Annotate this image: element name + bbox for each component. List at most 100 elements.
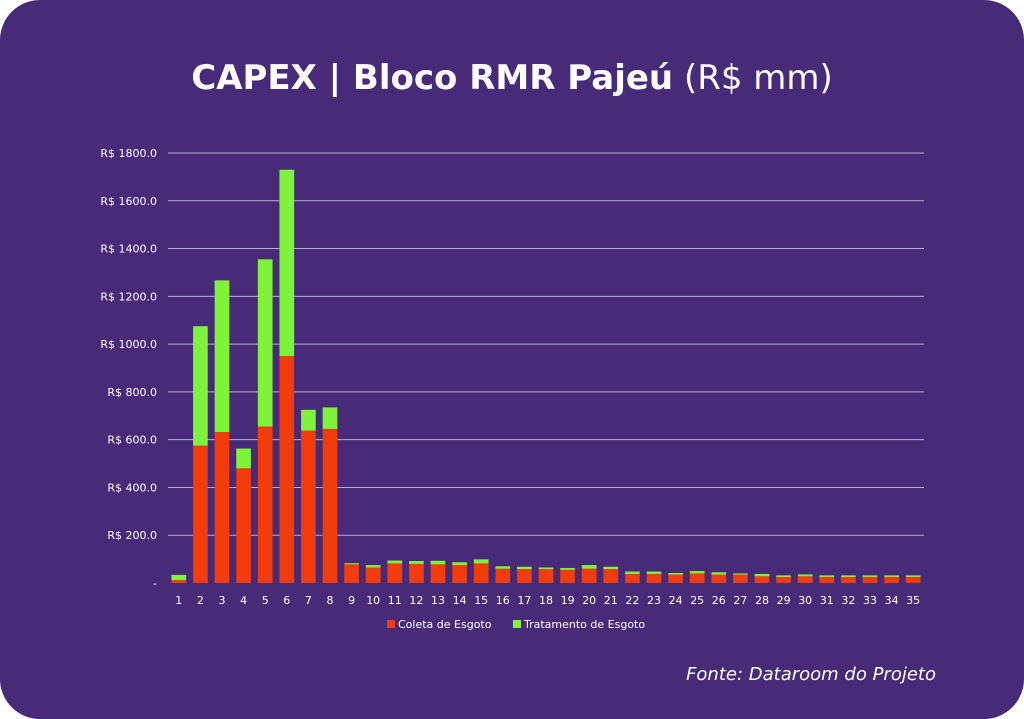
y-tick-label: R$ 1000.0 bbox=[100, 338, 157, 351]
y-tick-label: R$ 400.0 bbox=[107, 481, 157, 494]
bar-tratamento bbox=[344, 563, 359, 565]
bar-coleta bbox=[884, 577, 899, 583]
y-tick-label: R$ 1200.0 bbox=[100, 290, 157, 303]
bar-coleta bbox=[625, 573, 640, 583]
bar-coleta bbox=[495, 568, 511, 583]
x-tick-label: 15 bbox=[474, 594, 488, 607]
x-tick-label: 14 bbox=[453, 594, 467, 607]
chart-title-unit: (R$ mm) bbox=[683, 58, 833, 98]
x-tick-label: 6 bbox=[283, 594, 290, 607]
x-tick-label: 13 bbox=[431, 594, 445, 607]
bar-coleta bbox=[581, 568, 597, 583]
bar-coleta bbox=[733, 574, 748, 583]
y-tick-label: R$ 1400.0 bbox=[100, 243, 157, 256]
x-tick-label: 35 bbox=[906, 594, 920, 607]
bar-tratamento bbox=[387, 560, 403, 564]
bar-coleta bbox=[711, 574, 727, 583]
legend-swatch bbox=[387, 620, 395, 628]
x-tick-label: 12 bbox=[409, 594, 423, 607]
x-tick-label: 7 bbox=[305, 594, 312, 607]
bar-tratamento bbox=[711, 572, 727, 575]
bar-tratamento bbox=[646, 571, 662, 574]
y-tick-label: R$ 1600.0 bbox=[100, 195, 157, 208]
bar-tratamento bbox=[538, 567, 554, 570]
bar-tratamento bbox=[193, 326, 208, 446]
chart-title-main: CAPEX | Bloco RMR Pajeú bbox=[191, 58, 674, 98]
bar-coleta bbox=[689, 573, 705, 583]
legend-swatch bbox=[513, 620, 521, 628]
bar-tratamento bbox=[776, 575, 791, 578]
x-tick-label: 30 bbox=[798, 594, 812, 607]
bar-tratamento bbox=[862, 575, 878, 578]
bar-tratamento bbox=[409, 561, 424, 564]
bar-tratamento bbox=[733, 573, 748, 575]
y-tick-label: - bbox=[153, 577, 157, 590]
bar-coleta bbox=[754, 576, 770, 583]
bar-coleta bbox=[452, 565, 467, 583]
bar-coleta bbox=[279, 356, 295, 583]
bar-tratamento bbox=[797, 574, 813, 577]
bar-tratamento bbox=[560, 567, 575, 570]
bar-tratamento bbox=[884, 575, 899, 578]
x-tick-label: 1 bbox=[175, 594, 182, 607]
bar-coleta bbox=[517, 569, 532, 583]
y-tick-label: R$ 200.0 bbox=[107, 529, 157, 542]
bar-tratamento bbox=[603, 566, 619, 570]
bar-coleta bbox=[862, 577, 878, 583]
bar-tratamento bbox=[452, 562, 467, 566]
bar-coleta bbox=[257, 426, 273, 583]
bar-coleta bbox=[322, 428, 338, 583]
bar-coleta bbox=[430, 564, 446, 583]
bar-coleta bbox=[171, 580, 187, 583]
bar-coleta bbox=[905, 577, 921, 583]
bar-tratamento bbox=[689, 571, 705, 574]
bar-coleta bbox=[603, 569, 619, 583]
bar-tratamento bbox=[473, 559, 489, 564]
bar-coleta bbox=[365, 567, 381, 583]
x-tick-label: 21 bbox=[604, 594, 618, 607]
x-tick-label: 34 bbox=[885, 594, 899, 607]
x-tick-label: 2 bbox=[197, 594, 204, 607]
bar-tratamento bbox=[301, 409, 316, 431]
y-tick-label: R$ 1800.0 bbox=[100, 147, 157, 160]
bar-tratamento bbox=[841, 575, 856, 578]
bar-tratamento bbox=[236, 448, 251, 469]
legend-label: Tratamento de Esgoto bbox=[523, 618, 645, 631]
bar-tratamento bbox=[279, 169, 295, 357]
bar-coleta bbox=[301, 430, 316, 583]
bar-coleta bbox=[236, 468, 251, 583]
bar-tratamento bbox=[905, 575, 921, 578]
bar-coleta bbox=[819, 577, 835, 583]
x-tick-label: 4 bbox=[240, 594, 247, 607]
bar-coleta bbox=[538, 569, 554, 583]
bar-tratamento bbox=[754, 573, 770, 577]
bar-tratamento bbox=[581, 565, 597, 569]
x-tick-label: 8 bbox=[327, 594, 334, 607]
x-tick-label: 17 bbox=[517, 594, 531, 607]
bar-coleta bbox=[409, 563, 424, 583]
bar-coleta bbox=[473, 563, 489, 583]
x-tick-label: 33 bbox=[863, 594, 877, 607]
x-tick-label: 16 bbox=[496, 594, 510, 607]
x-tick-label: 19 bbox=[561, 594, 575, 607]
x-tick-label: 23 bbox=[647, 594, 661, 607]
chart-title: CAPEX | Bloco RMR Pajeú (R$ mm) bbox=[0, 56, 1024, 100]
bar-coleta bbox=[214, 432, 230, 583]
bar-tratamento bbox=[322, 407, 338, 429]
bar-tratamento bbox=[171, 574, 187, 581]
x-tick-label: 25 bbox=[690, 594, 704, 607]
legend-label: Coleta de Esgoto bbox=[398, 618, 492, 631]
bar-tratamento bbox=[257, 259, 273, 427]
bar-coleta bbox=[344, 564, 359, 583]
x-tick-label: 26 bbox=[712, 594, 726, 607]
x-tick-label: 31 bbox=[820, 594, 834, 607]
source-note: Fonte: Dataroom do Projeto bbox=[686, 664, 936, 685]
bar-tratamento bbox=[365, 565, 381, 568]
x-tick-label: 5 bbox=[262, 594, 269, 607]
bar-tratamento bbox=[819, 575, 835, 578]
bar-coleta bbox=[841, 577, 856, 583]
bar-coleta bbox=[776, 577, 791, 583]
bar-coleta bbox=[560, 569, 575, 583]
